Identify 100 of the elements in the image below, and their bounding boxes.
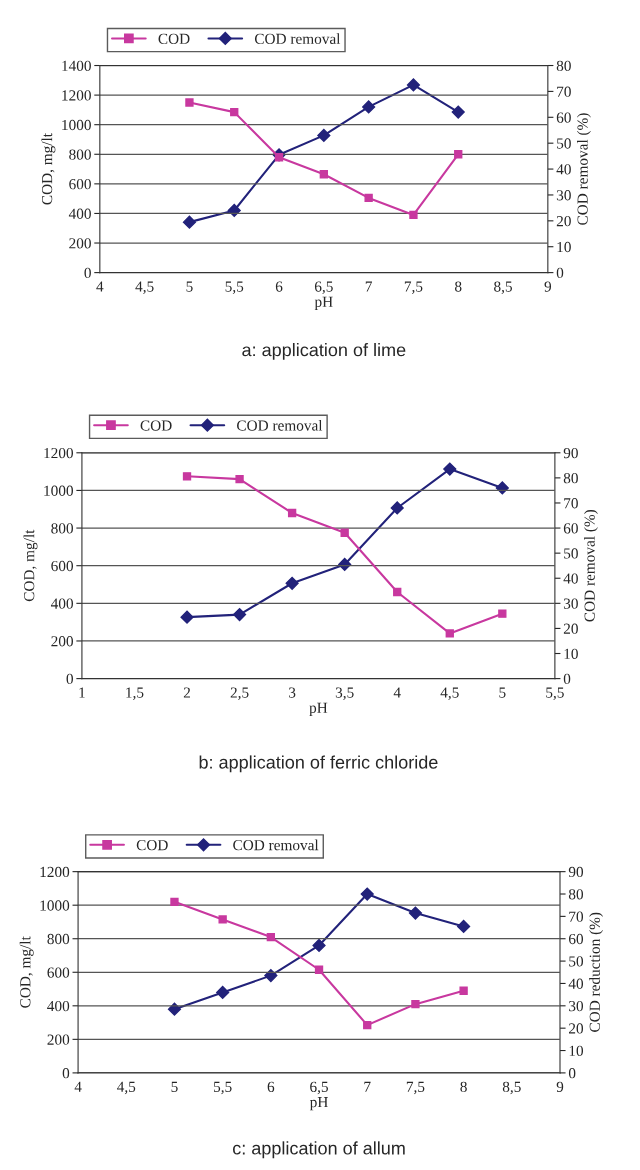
y2-tick-label: 90 [563,447,578,459]
point [390,501,404,515]
x-tick-label: 4,5 [440,687,459,700]
x-tick-label: 5,5 [546,687,564,700]
y2-tick-label: 80 [568,889,584,900]
legend-label: COD removal [237,419,323,431]
point [340,528,349,537]
y-tick-label: 1200 [40,866,70,878]
y2-tick-label: 30 [556,190,571,201]
point [216,985,230,999]
point [232,608,247,622]
point [185,98,194,107]
x-tick-label: 5,5 [214,1081,232,1095]
y2-tick-label: 0 [556,267,564,279]
x-tick-label: 3,5 [335,687,354,700]
y2-tick-label: 50 [569,956,584,967]
y2-tick-label: 60 [556,112,571,123]
y-tick-label: 0 [62,1068,70,1079]
point [266,932,276,942]
y2-tick-label: 20 [556,215,571,227]
point [445,629,454,638]
y2-tick-label: 10 [569,1045,584,1056]
point [406,78,421,92]
y2-tick-label: 40 [563,573,578,584]
y2-tick-label: 30 [563,598,578,609]
y-axis-title: COD, mg/lt [41,133,56,205]
legend-label: COD removal [254,33,341,44]
x-tick-label: 2 [183,687,190,698]
point [274,153,284,162]
x-tick-label: 5 [186,281,193,292]
point [218,915,227,924]
y-tick-label: 600 [69,179,91,190]
text: a: application of lime [242,343,406,360]
point [182,472,192,481]
x-tick-label: 5,5 [225,281,244,294]
point [180,610,194,624]
y2-tick-label: 80 [563,473,578,484]
x-tick-label: 6 [275,281,283,292]
y-tick-label: 800 [51,523,73,534]
point [362,100,376,114]
x-tick-label: 6,5 [314,281,333,294]
y2-axis-title: COD reduction (%) [589,912,604,1032]
x-tick-label: 8 [460,1081,467,1092]
y2-tick-label: 10 [564,648,578,659]
point [167,1002,182,1016]
x-tick-label: 2,5 [230,687,249,700]
point [495,481,509,495]
x-axis-title: pH [314,296,333,311]
y2-tick-label: 40 [568,978,584,989]
y2-tick-label: 10 [557,241,571,253]
y2-tick-label: 0 [568,1068,576,1079]
point [409,210,418,220]
y2-tick-label: 70 [569,911,584,922]
point [451,105,465,119]
point [411,999,420,1009]
point [170,897,179,907]
y-tick-label: 800 [69,149,91,160]
x-axis-title: pH [309,702,328,717]
x-tick-label: 7,5 [404,281,423,294]
y-tick-label: 1000 [44,485,73,496]
y-tick-label: 200 [47,1034,70,1045]
x-tick-label: 5 [171,1081,178,1092]
y-axis-title: COD, mg/lt [19,936,34,1008]
point [285,576,299,590]
x-tick-label: 9 [544,281,552,292]
point [363,1020,372,1030]
y-tick-label: 1000 [62,119,91,131]
x-tick-label: 4 [393,687,401,698]
legend-label: COD removal [233,839,319,851]
y-tick-label: 200 [51,636,73,647]
x-tick-label: 7 [364,1081,371,1092]
y-tick-label: 1200 [44,447,73,459]
point [360,887,374,901]
y2-tick-label: 50 [564,548,578,559]
point [227,203,241,218]
y-tick-label: 1200 [62,90,91,101]
text: b: application of ferric chloride [199,755,438,773]
y-tick-label: 1400 [62,60,91,71]
x-tick-label: 3 [289,687,296,698]
x-tick-label: 1,5 [126,687,144,700]
y-tick-label: 0 [66,673,73,685]
x-tick-label: 1 [79,687,85,698]
x-tick-label: 8,5 [502,1081,521,1095]
y-tick-label: 600 [51,560,73,572]
point [314,965,324,974]
y-axis-title: COD, mg/lt [23,529,38,602]
y-tick-label: 400 [50,598,73,609]
point [312,938,326,953]
point [459,986,468,995]
x-tick-label: 6 [267,1081,275,1092]
point [235,474,244,484]
point [364,193,373,203]
point [457,919,471,934]
point [443,462,457,476]
x-tick-label: 7,5 [406,1081,425,1095]
y2-tick-label: 90 [568,866,584,878]
legend-label: COD [158,33,190,44]
y2-tick-label: 20 [569,1023,584,1034]
point [393,587,402,597]
legend-label: COD [136,840,168,851]
